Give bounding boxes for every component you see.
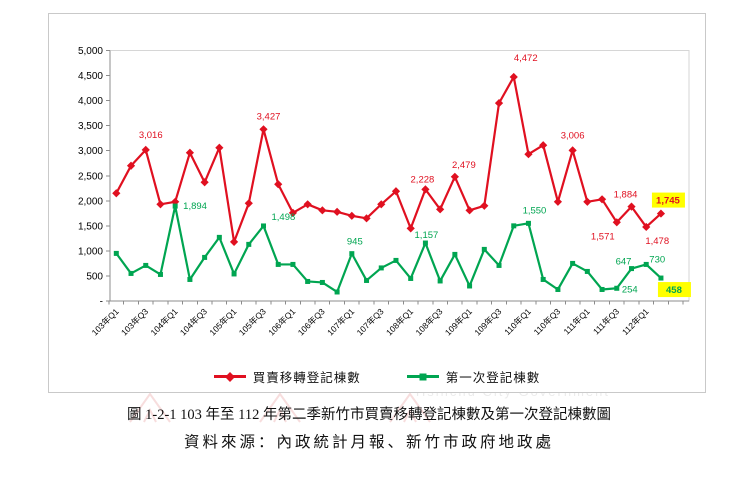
svg-text:458: 458	[666, 285, 682, 296]
legend-label: 買賣移轉登記棟數	[252, 371, 361, 385]
svg-text:500: 500	[86, 271, 103, 282]
svg-text:1,000: 1,000	[78, 246, 103, 257]
legend-item-first-registrations: 第一次登記棟數	[406, 367, 541, 386]
chart-legend: 買賣移轉登記棟數 第一次登記棟數	[49, 367, 705, 386]
svg-text:2,479: 2,479	[452, 160, 476, 171]
svg-text:103年Q3: 103年Q3	[119, 306, 150, 337]
svg-text:105年Q1: 105年Q1	[207, 306, 238, 337]
svg-text:1,498: 1,498	[272, 212, 296, 223]
legend-label: 第一次登記棟數	[445, 371, 541, 385]
svg-text:1,894: 1,894	[183, 201, 207, 212]
svg-text:109年Q1: 109年Q1	[443, 306, 474, 337]
series-green: 1,894 1,498 945 1,157 1,550 254 647 730 458	[113, 201, 691, 298]
svg-text:104年Q1: 104年Q1	[148, 306, 179, 337]
svg-text:730: 730	[649, 254, 665, 265]
series-red: 3,016 3,427 2,228 2,479 4,472 3,006 1,571 1,884…	[112, 53, 685, 247]
svg-text:2,228: 2,228	[411, 174, 435, 185]
green-line-sample	[406, 373, 439, 380]
svg-text:106年Q1: 106年Q1	[266, 306, 297, 337]
svg-text:647: 647	[616, 257, 632, 268]
svg-text:4,472: 4,472	[514, 53, 538, 64]
diamond-marker-icon	[224, 371, 235, 382]
svg-text:4,500: 4,500	[78, 71, 103, 82]
svg-text:5,000: 5,000	[78, 46, 103, 57]
svg-text:2,500: 2,500	[78, 171, 103, 182]
svg-text:105年Q3: 105年Q3	[237, 306, 268, 337]
highlighted-value-box	[657, 282, 691, 298]
svg-text:109年Q3: 109年Q3	[472, 306, 503, 337]
svg-text:108年Q1: 108年Q1	[384, 306, 415, 337]
legend-item-transfer-registrations: 買賣移轉登記棟數	[213, 367, 361, 386]
svg-text:107年Q1: 107年Q1	[325, 306, 356, 337]
svg-text:108年Q3: 108年Q3	[413, 306, 444, 337]
svg-text:1,500: 1,500	[78, 221, 103, 232]
svg-text:111年Q1: 111年Q1	[562, 306, 592, 336]
svg-text:111年Q3: 111年Q3	[591, 306, 621, 336]
svg-text:1,478: 1,478	[645, 236, 669, 247]
svg-text:3,500: 3,500	[78, 121, 103, 132]
highlighted-value-box	[651, 192, 685, 208]
svg-text:-: -	[100, 297, 103, 308]
red-line-sample	[213, 371, 246, 382]
axes	[106, 50, 690, 305]
svg-text:945: 945	[347, 237, 363, 248]
svg-text:1,571: 1,571	[591, 231, 615, 242]
svg-text:254: 254	[622, 284, 638, 295]
svg-text:3,427: 3,427	[257, 111, 281, 122]
line-chart-canvas: 5,000 4,500 4,000 3,500 3,000 2,500 2,000 1,500…	[78, 46, 691, 337]
svg-text:103年Q1: 103年Q1	[90, 306, 121, 337]
svg-text:112年Q1: 112年Q1	[620, 306, 651, 337]
svg-text:106年Q3: 106年Q3	[296, 306, 327, 337]
figure-caption: 圖 1-2-1 103 年至 112 年第二季新竹市買賣移轉登記棟數及第一次登記…	[127, 407, 611, 423]
svg-text:1,550: 1,550	[523, 205, 547, 216]
svg-text:4,000: 4,000	[78, 96, 103, 107]
svg-text:3,000: 3,000	[78, 146, 103, 157]
svg-text:1,157: 1,157	[415, 230, 439, 241]
svg-text:2,000: 2,000	[78, 196, 103, 207]
svg-text:104年Q3: 104年Q3	[178, 306, 209, 337]
svg-text:110年Q1: 110年Q1	[502, 306, 533, 337]
svg-text:3,006: 3,006	[561, 130, 585, 141]
svg-text:3,016: 3,016	[139, 130, 163, 141]
svg-text:1,745: 1,745	[656, 196, 680, 207]
figure-source: 資料來源：內政統計月報、新竹市政府地政處	[183, 434, 554, 451]
svg-text:1,884: 1,884	[614, 190, 638, 201]
chart-frame: 5,000 4,500 4,000 3,500 3,000 2,500 2,000 1,500…	[48, 13, 706, 393]
svg-text:107年Q3: 107年Q3	[355, 306, 386, 337]
svg-text:110年Q3: 110年Q3	[532, 306, 563, 337]
square-marker-icon	[419, 373, 427, 380]
